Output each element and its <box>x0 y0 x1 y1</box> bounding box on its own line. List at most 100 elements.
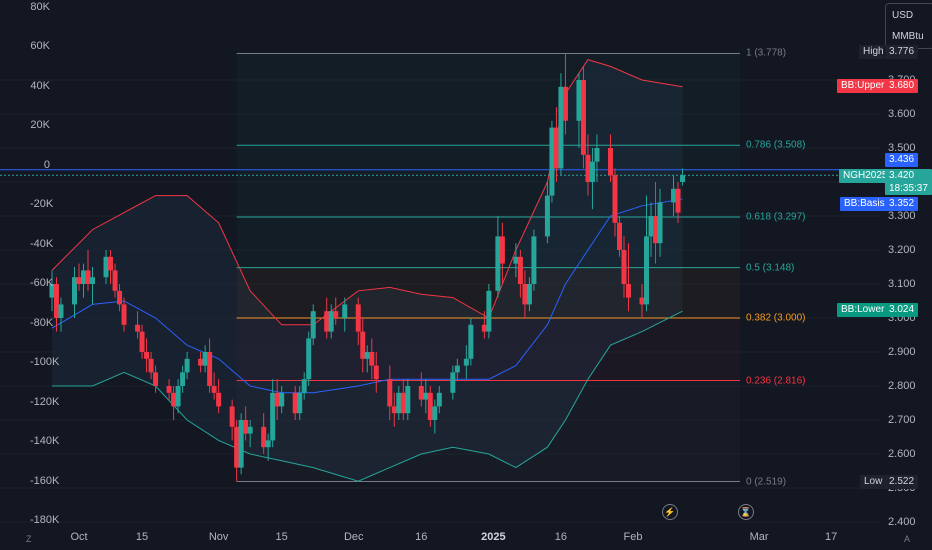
candles <box>49 52 686 482</box>
bb-lower-tag-value: 3.024 <box>885 303 919 317</box>
candle-body <box>360 331 366 359</box>
candle-body <box>369 352 375 366</box>
candle-body <box>526 284 532 305</box>
price-axis-label: 2.600 <box>888 448 916 460</box>
candle-body <box>292 392 298 414</box>
left-axis-label: 80K <box>30 1 50 13</box>
fib-level-label: 0.382 (3.000) <box>746 312 806 324</box>
candle-body <box>558 86 564 169</box>
fib-level-label: 0.5 (3.148) <box>746 262 795 274</box>
candle-body <box>211 386 217 393</box>
candle-body <box>207 352 213 386</box>
lightning-icon[interactable]: ⚡ <box>662 504 678 520</box>
fib-level-label: 0.618 (3.297) <box>746 211 806 223</box>
price-axis-label: 3.100 <box>888 278 916 290</box>
left-axis-label: -20K <box>30 198 54 211</box>
price-axis-label: 3.300 <box>888 210 916 222</box>
candle-body <box>117 290 123 305</box>
candle-body <box>576 80 582 121</box>
candle-body <box>148 358 154 373</box>
candle-body <box>644 236 650 305</box>
last-price-symbol-tag: NGH2025 <box>839 169 892 183</box>
last-price-tag: 3.420 18:35:37 <box>885 169 932 195</box>
time-axis-label: 2025 <box>481 531 506 543</box>
candle-body <box>90 277 96 284</box>
bb-lower-line <box>51 310 683 482</box>
candle-body <box>648 216 654 237</box>
candle-body <box>108 256 114 271</box>
candle-body <box>171 392 177 407</box>
candle-body <box>450 372 456 393</box>
candle-body <box>621 250 627 284</box>
candle-body <box>513 256 519 264</box>
candle-body <box>71 277 77 305</box>
price-axis-label: 2.700 <box>888 414 916 426</box>
fib-zone <box>236 145 740 218</box>
candle-body <box>238 420 244 468</box>
candle-body <box>373 365 379 380</box>
fib-level-label: 0 (2.519) <box>746 476 787 488</box>
candle-body <box>625 284 631 298</box>
candle-body <box>144 352 150 359</box>
fibonacci-retracement <box>236 52 740 483</box>
candle-body <box>76 277 82 284</box>
time-axis-label: 15 <box>135 531 149 543</box>
time-axis-label: 15 <box>275 531 288 543</box>
hourglass-icon[interactable]: ⌛ <box>738 504 754 520</box>
fib-level-label: 0.786 (3.508) <box>746 139 806 151</box>
unit-label[interactable]: MMBtu <box>892 31 924 42</box>
candle-body <box>184 358 190 373</box>
auto-scale-toggle[interactable]: A <box>904 534 911 544</box>
candle-body <box>553 127 559 169</box>
candle-body <box>180 372 186 386</box>
candle-body <box>657 202 663 244</box>
candle-body <box>436 392 442 407</box>
candle-body <box>405 386 411 414</box>
high-tag-value: 3.776 <box>885 45 919 59</box>
left-axis-label: -60K <box>30 277 54 290</box>
left-axis-label: 20K <box>30 119 50 132</box>
candle-body <box>653 216 659 244</box>
high-tag-label: High <box>859 45 884 59</box>
candle-body <box>103 256 109 278</box>
candle-body <box>680 175 686 182</box>
candle-body <box>324 311 330 332</box>
candle-body <box>112 270 118 291</box>
candle-body <box>53 284 59 318</box>
candle-body <box>607 148 613 176</box>
price-axis-label: 3.500 <box>888 142 916 154</box>
candle-body <box>121 304 127 325</box>
time-axis-label: 17 <box>825 531 838 543</box>
bb-upper-tag-value: 3.680 <box>885 79 919 93</box>
time-axis-label: Feb <box>623 531 643 543</box>
candle-body <box>531 236 537 284</box>
time-axis-label: 16 <box>554 531 568 543</box>
currency-unit-menu[interactable]: USD MMBtu <box>885 3 932 49</box>
candle-body <box>297 392 303 414</box>
candle-body <box>544 195 550 237</box>
candle-body <box>427 392 433 420</box>
candle-body <box>418 386 424 400</box>
candle-body <box>612 175 618 223</box>
candle-body <box>495 236 501 291</box>
zoom-toggle[interactable]: Z <box>26 534 32 544</box>
left-axis-label: -160K <box>30 474 60 487</box>
candle-body <box>310 311 316 339</box>
candle-body <box>562 86 568 121</box>
bb-basis-tag-label: BB:Basis <box>840 197 889 211</box>
candle-body <box>589 161 595 182</box>
fib-level-label: 1 (3.778) <box>746 47 787 59</box>
last-price-value: 3.420 <box>889 170 915 181</box>
candle-body <box>517 256 523 284</box>
candle-body <box>265 440 271 448</box>
candle-body <box>594 148 600 162</box>
candle-body <box>639 297 645 305</box>
left-axis-label: -140K <box>30 435 60 448</box>
candle-body <box>166 386 172 393</box>
candle-body <box>135 324 141 332</box>
time-axis-label: 16 <box>415 531 428 543</box>
currency-label[interactable]: USD <box>892 10 914 21</box>
candle-body <box>85 270 91 284</box>
left-axis-label: -40K <box>30 237 54 250</box>
